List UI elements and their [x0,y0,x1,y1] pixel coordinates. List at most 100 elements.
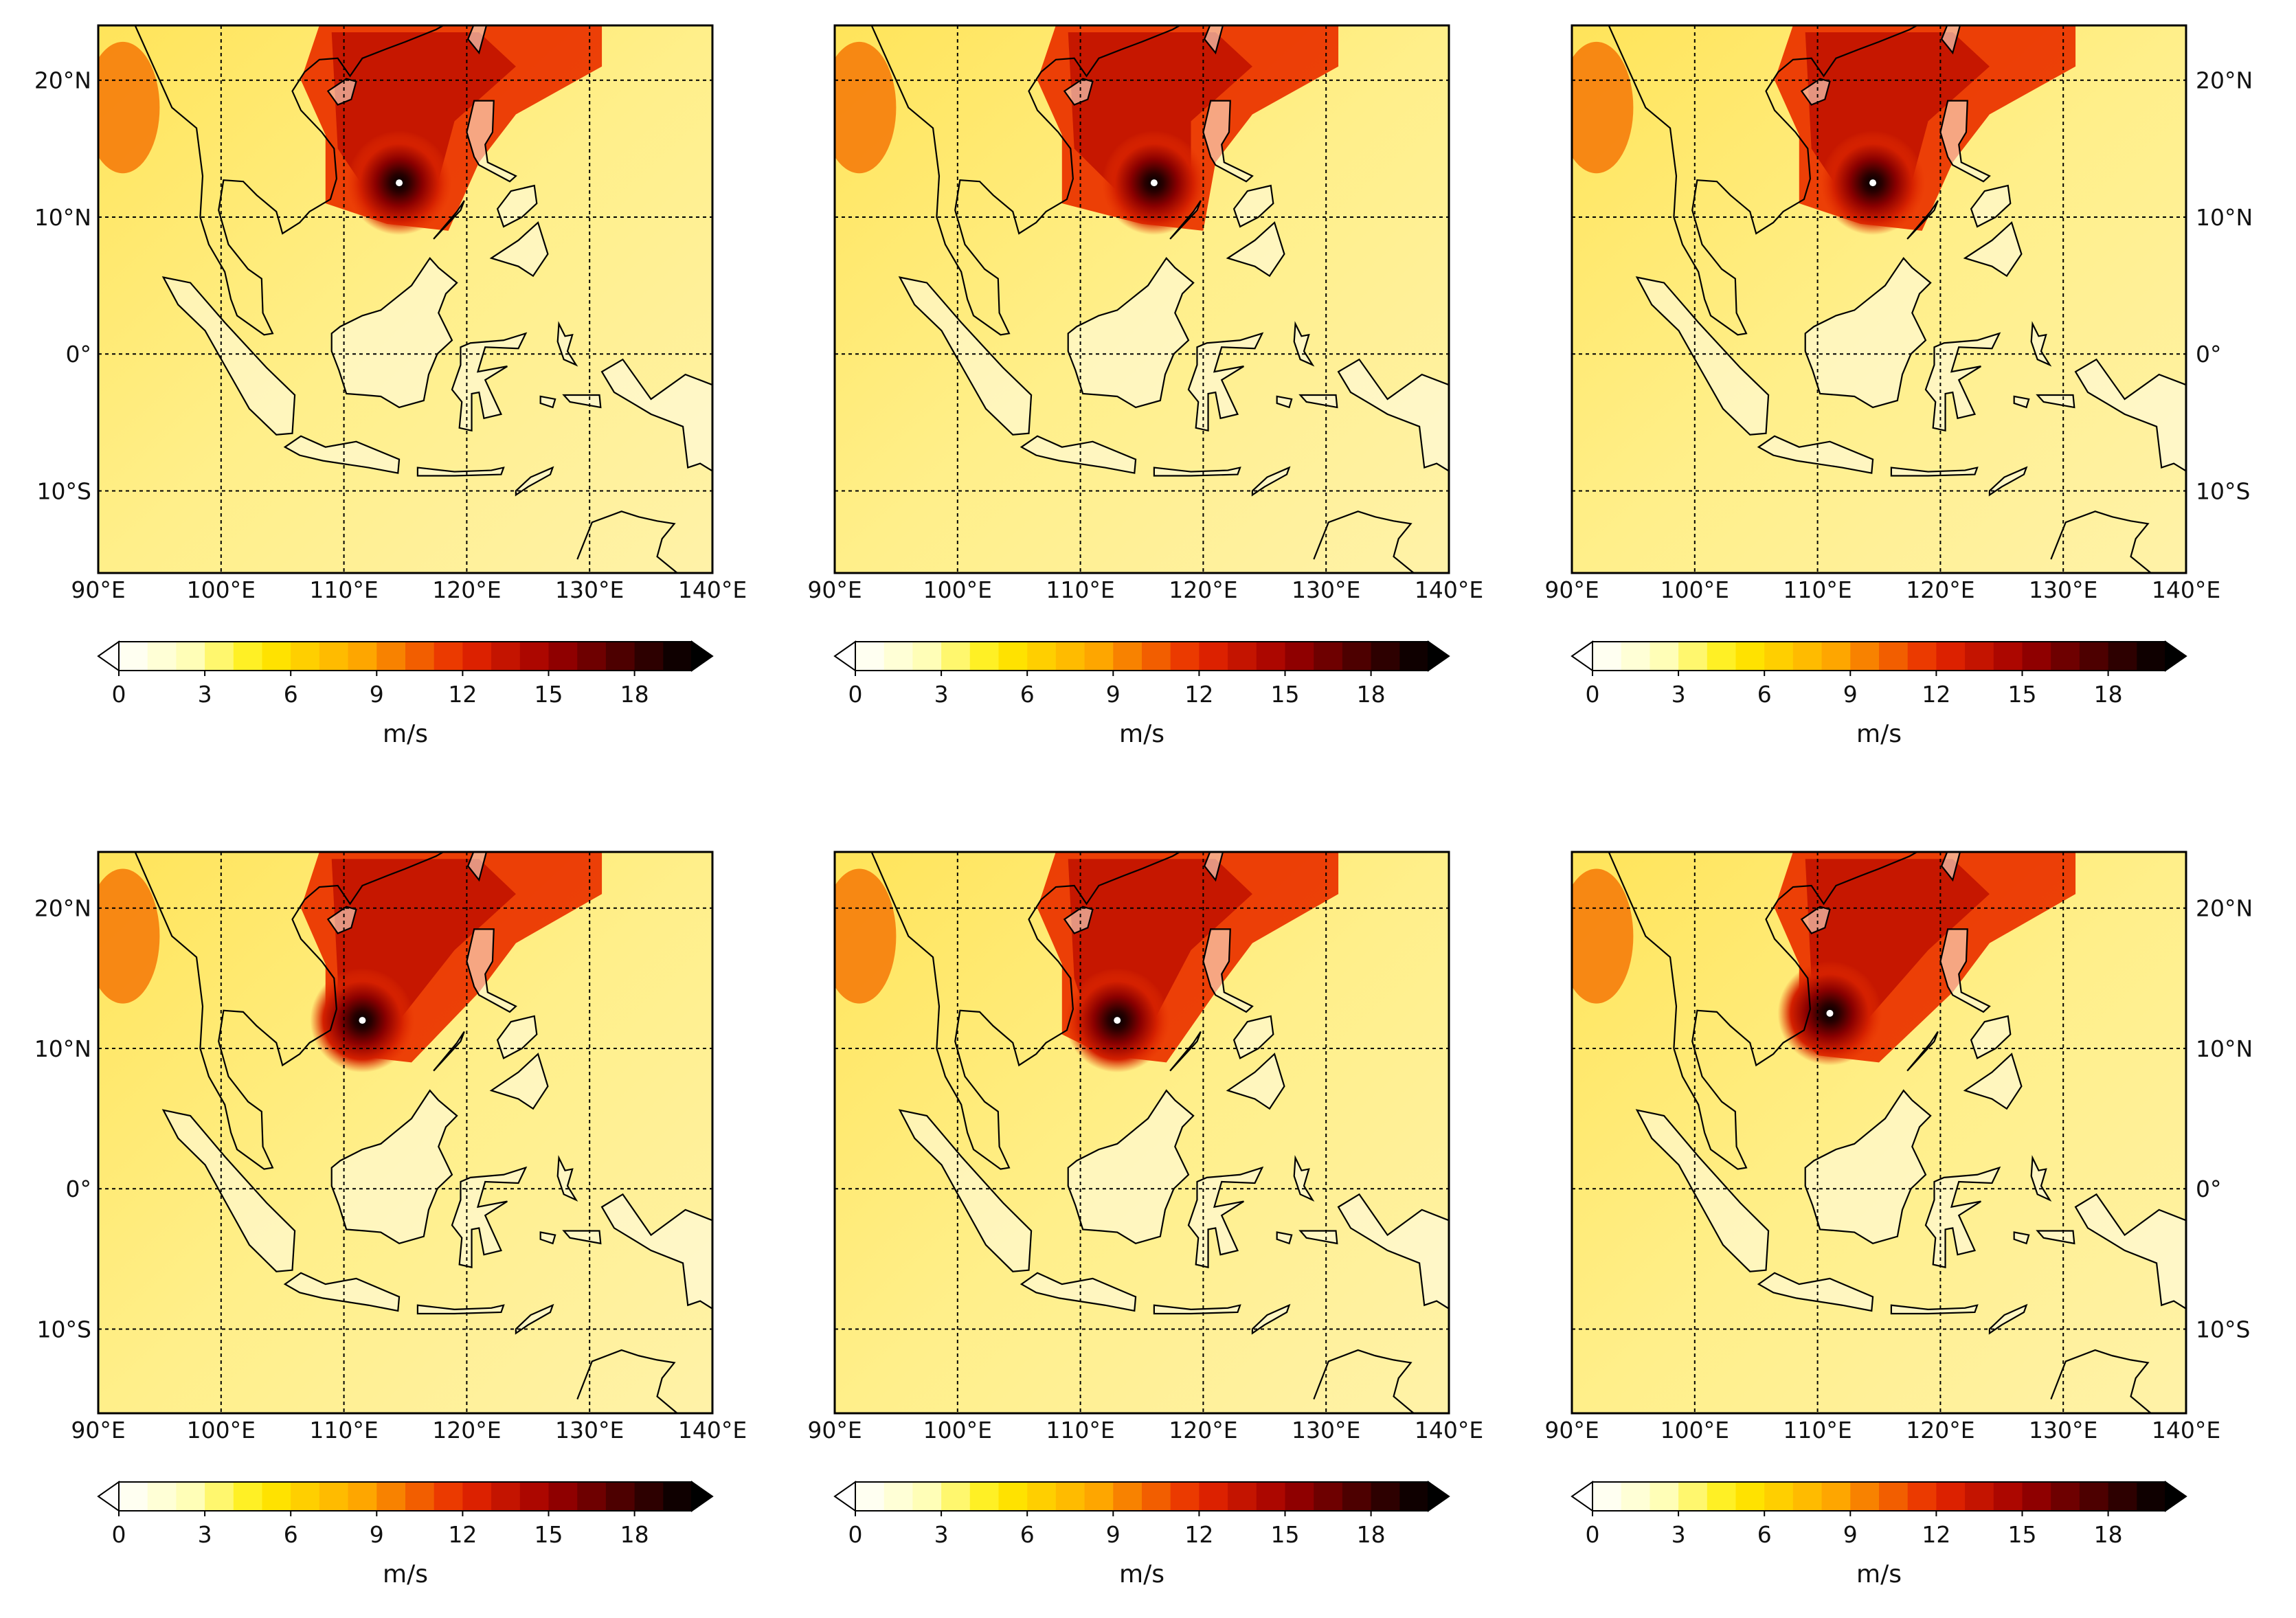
colorbar-frame [855,1481,1429,1512]
coastline [1890,467,1979,477]
coastline [2050,1349,2152,1413]
colorbar-bin [1285,642,1314,671]
colorbar-tick-label: 0 [848,681,863,708]
colorbar-bin [2079,642,2109,671]
colorbar-bin [1342,1482,1372,1511]
coastline [2013,1231,2030,1245]
coastline [283,435,401,474]
colorbar-bin [2051,642,2080,671]
colorbar-tick-label: 15 [1271,681,1300,708]
colorbar-tick-label: 9 [1106,1521,1121,1548]
colorbar-bin [1170,1482,1200,1511]
colorbar-tick-label: 3 [198,681,212,708]
colorbar-tick-label: 12 [1922,681,1950,708]
coastline [496,1015,538,1059]
coastline [576,1349,679,1413]
colorbar-bin [1399,1482,1429,1511]
colorbar-bin [1055,1482,1085,1511]
colorbar-bin [1027,1482,1057,1511]
colorbar-tick-label: 9 [370,681,384,708]
colorbar-tick-label: 18 [620,1521,649,1548]
bay-of-bengal-wind-patch [98,868,160,1004]
coastline [1251,466,1291,497]
coastline [330,1089,458,1245]
colorbar-bin [1621,642,1650,671]
lon-tick-label: 130°E [555,1417,624,1443]
colorbar-bin [376,642,406,671]
colorbar-bin [1142,1482,1171,1511]
colorbar-bin [663,1482,693,1511]
wind-speed-field [835,25,1449,573]
colorbar-tick-label: 9 [1843,1521,1858,1548]
coastline [1757,435,1874,474]
typhoon-eye-marker [396,179,403,187]
coastline [2036,1230,2075,1245]
colorbar-bin [1907,1482,1937,1511]
lon-tick-label: 90°E [71,576,125,603]
lon-tick-label: 90°E [1544,1417,1599,1443]
colorbar-tick-label: 15 [1271,1521,1300,1548]
colorbar-bin [1592,1482,1622,1511]
colorbar-bin [1965,642,1994,671]
colorbar-tick-label: 6 [1757,681,1772,708]
colorbar-bin [1965,1482,1994,1511]
coastline [1890,1304,1979,1315]
colorbar-bin [147,1482,177,1511]
coastline [1940,25,1961,55]
colorbar-extend-high [2165,1481,2187,1512]
coastline [2050,510,2152,573]
colorbar-frame [855,641,1429,671]
lon-tick-label: 130°E [555,576,624,603]
coastline [1276,1231,1293,1245]
colorbar-bin [1678,1482,1708,1511]
coastline [496,184,538,228]
map-panel-1-2: 90°E 100°E 110°E 120°E 130°E 140°E 0 3 6 9 12 15 18 m… [807,24,1483,748]
colorbar-bin [1993,642,2023,671]
lon-tick-label: 100°E [187,576,256,603]
colorbar-bin [1821,1482,1851,1511]
colorbar-bin [1142,642,1171,671]
colorbar-bin [2137,1482,2166,1511]
coastline [489,1053,549,1110]
colorbar-bin [1199,1482,1228,1511]
wind-speed-field [1572,25,2186,573]
wind-speed-field [1572,852,2186,1413]
coastline [1298,1230,1338,1245]
colorbar-tick-label: 15 [2008,681,2037,708]
lon-tick-label: 120°E [432,1417,501,1443]
typhoon-eye-marker [1826,1009,1834,1017]
lat-tick-label: 20°N [2196,67,2253,94]
colorbar-tick-label: 18 [2094,1521,2123,1548]
colorbar-extend-high [691,1481,714,1512]
coastline [556,1155,578,1202]
coastline [1153,467,1241,477]
lon-tick-label: 110°E [1783,576,1852,603]
colorbar: 0 3 6 9 12 15 18 m/s [833,640,1450,748]
coastline [515,466,554,497]
colorbar-bin [1993,1482,2023,1511]
colorbar-tick-label: 3 [1672,681,1686,708]
colorbar-bin [1371,1482,1400,1511]
colorbar-bin [912,1482,942,1511]
colorbar-tick-label: 0 [112,681,126,708]
colorbar-tick-label: 12 [1184,681,1213,708]
colorbar-bin [462,1482,492,1511]
colorbar-extend-high [2165,640,2187,672]
colorbar-bin [1084,1482,1114,1511]
coastline [1963,1053,2023,1110]
coastline [1804,1089,1932,1245]
colorbar-bin [147,642,177,671]
colorbar-extend-high [691,640,714,672]
coastline [1153,1304,1241,1315]
coastline [2074,1193,2186,1310]
colorbar-bin [176,642,205,671]
colorbar: 0 3 6 9 12 15 18 m/s [97,640,714,748]
lon-tick-label: 140°E [2152,1417,2220,1443]
colorbar-bin [1027,642,1057,671]
coastline [1313,510,1415,573]
lat-tick-label: 0° [66,1176,92,1202]
coastline [556,321,578,367]
lon-tick-label: 90°E [71,1417,125,1443]
coastline [1970,184,2012,228]
